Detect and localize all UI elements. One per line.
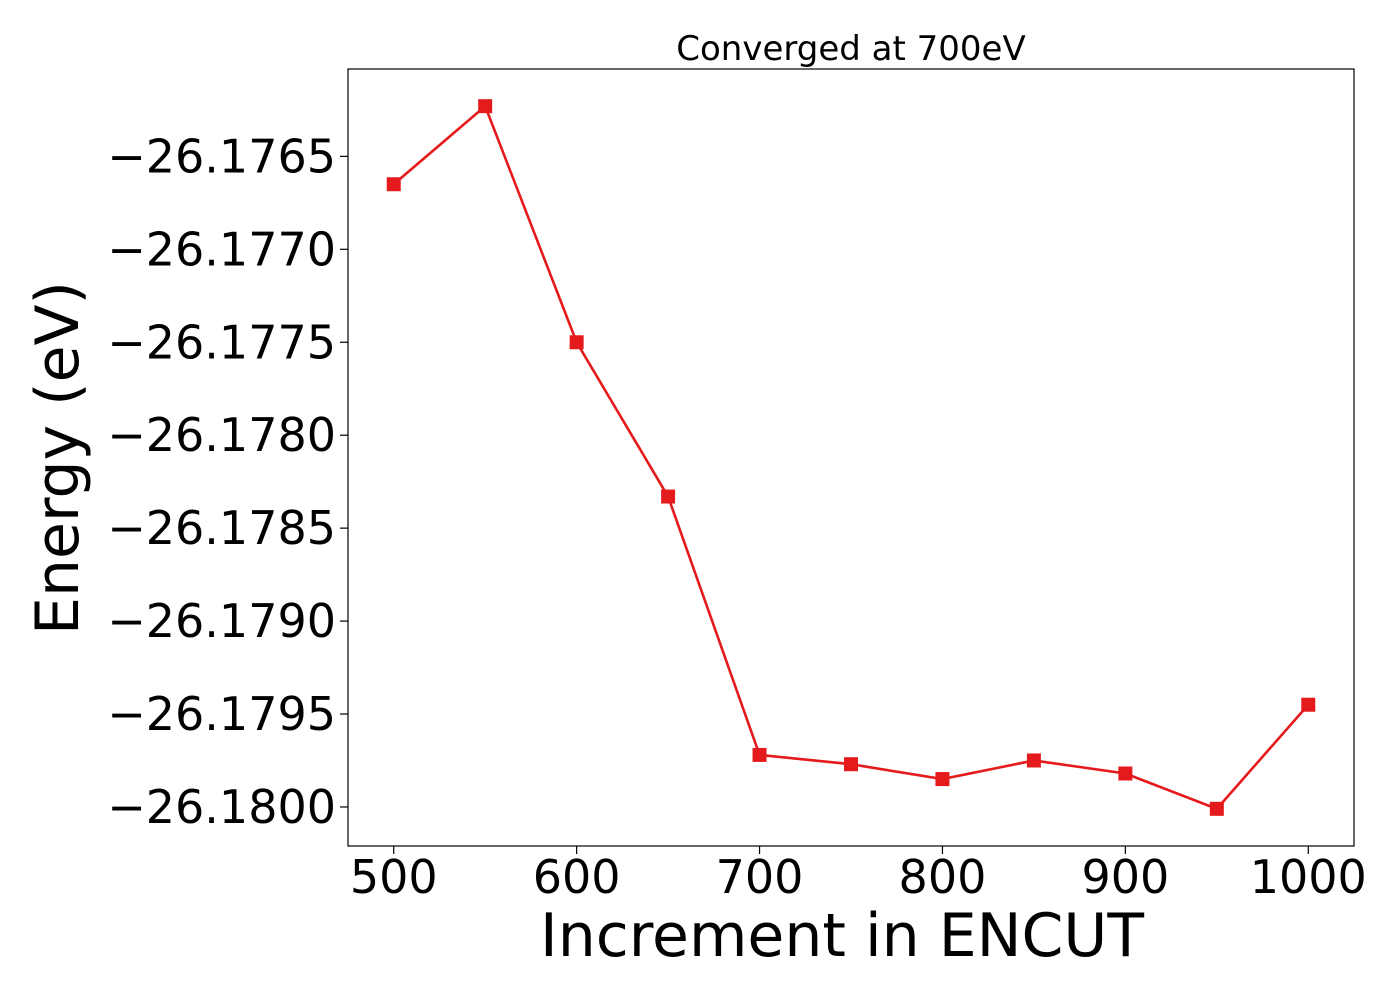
x-tick-label: 1000 xyxy=(1250,850,1367,904)
x-axis: 500 600 700 800 900 1000 xyxy=(350,846,1367,904)
y-tick-label: −26.1790 xyxy=(107,594,336,648)
data-point xyxy=(661,489,676,504)
plot-area xyxy=(347,68,1355,847)
data-point xyxy=(1118,766,1133,781)
y-tick-label: −26.1765 xyxy=(107,129,336,183)
data-point xyxy=(478,99,493,114)
series-line xyxy=(392,104,1310,811)
data-point xyxy=(844,757,858,772)
y-tick-label: −26.1800 xyxy=(107,780,336,834)
data-point xyxy=(1026,753,1041,768)
data-point xyxy=(1209,801,1224,816)
data-point xyxy=(1301,697,1316,712)
x-axis-label: Increment in ENCUT xyxy=(540,901,1144,971)
data-point xyxy=(386,177,401,192)
y-tick-label: −26.1775 xyxy=(107,315,336,369)
data-point xyxy=(569,335,584,350)
x-tick-label: 600 xyxy=(533,850,621,904)
y-axis-label: Energy (eV) xyxy=(23,281,93,635)
y-tick-label: −26.1780 xyxy=(107,408,336,462)
y-axis: −26.1765 −26.1770 −26.1775 −26.1780 −26.1785… xyxy=(107,129,348,834)
data-point xyxy=(935,772,950,787)
series-layer xyxy=(386,99,1316,816)
x-tick-label: 500 xyxy=(350,850,438,904)
y-tick-label: −26.1795 xyxy=(107,687,336,741)
chart-title: Converged at 700eV xyxy=(676,29,1025,69)
y-tick-label: −26.1785 xyxy=(107,501,336,555)
x-tick-label: 700 xyxy=(716,850,804,904)
y-tick-label: −26.1770 xyxy=(107,222,336,276)
data-point xyxy=(752,747,767,762)
x-tick-label: 800 xyxy=(899,850,987,904)
x-tick-label: 900 xyxy=(1081,850,1169,904)
